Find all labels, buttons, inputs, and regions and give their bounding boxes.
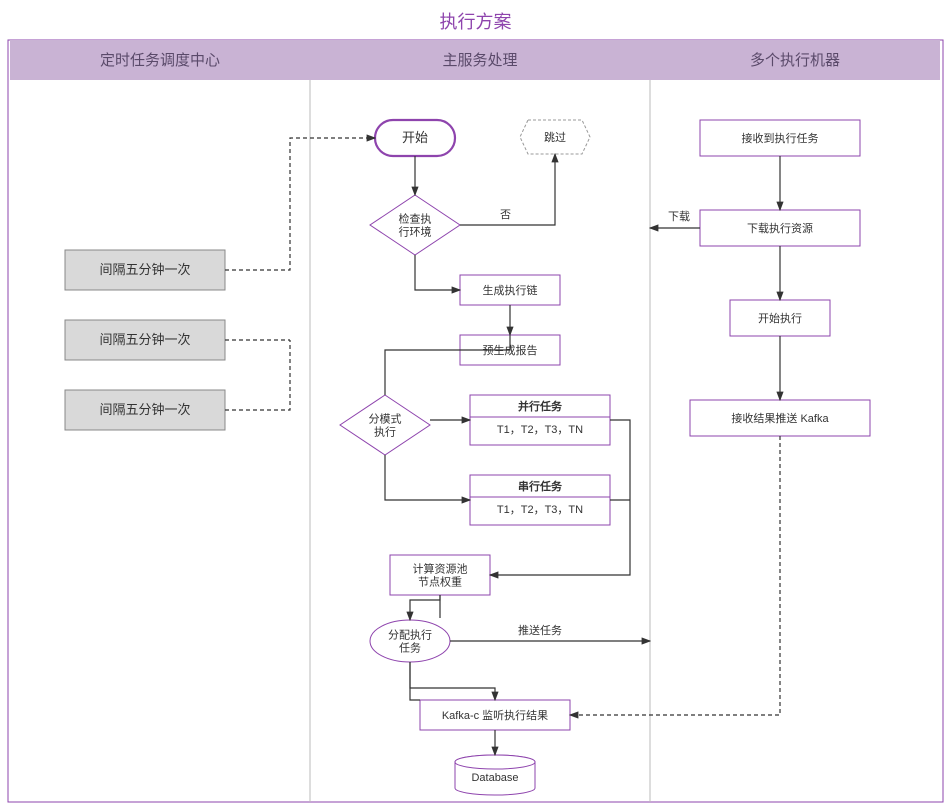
node-label: 开始执行 — [758, 311, 802, 325]
column-header-label: 多个执行机器 — [750, 52, 840, 69]
node-label: 接收到执行任务 — [742, 131, 819, 145]
edge-label: 下载 — [668, 210, 690, 223]
flow-edge — [225, 138, 375, 270]
node-label: 跳过 — [544, 130, 566, 144]
diagram-title: 执行方案 — [440, 12, 512, 32]
node-label: 计算资源池节点权重 — [413, 562, 468, 589]
taskgroup-items: T1，T2，T3，TN — [497, 504, 583, 516]
node-label: 间隔五分钟一次 — [99, 332, 190, 347]
flow-edge — [410, 595, 440, 620]
taskgroup-items: T1，T2，T3，TN — [497, 424, 583, 436]
node-label: 下载执行资源 — [747, 221, 813, 235]
node-label: 接收结果推送 Kafka — [731, 411, 829, 425]
node-label: 间隔五分钟一次 — [99, 262, 190, 277]
edge-label: 否 — [500, 209, 511, 221]
flow-edge — [225, 340, 290, 410]
node-label: 间隔五分钟一次 — [99, 402, 190, 417]
flow-edge — [385, 350, 460, 395]
flow-edge — [385, 455, 470, 500]
node-label: 检查执行环境 — [399, 212, 432, 239]
node-label: Kafka-c 监听执行结果 — [442, 708, 548, 722]
node-label: Database — [471, 772, 518, 784]
flow-edge — [410, 662, 495, 700]
node-label: 生成执行链 — [483, 283, 538, 297]
flow-edge — [410, 662, 420, 700]
edge-label: 推送任务 — [518, 623, 562, 637]
taskgroup-title: 串行任务 — [518, 479, 563, 493]
taskgroup-title: 并行任务 — [518, 399, 563, 413]
node-label: 开始 — [402, 130, 428, 145]
column-header-label: 主服务处理 — [442, 52, 517, 69]
flow-edge — [415, 255, 460, 290]
column-header-label: 定时任务调度中心 — [100, 52, 220, 69]
